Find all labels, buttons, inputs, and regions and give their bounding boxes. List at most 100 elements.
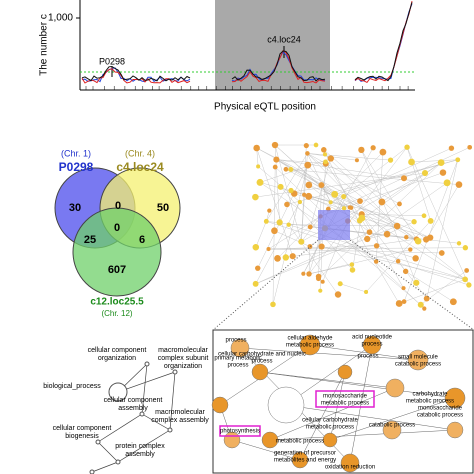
edge xyxy=(381,162,442,203)
region-count: 50 xyxy=(157,202,169,214)
node xyxy=(271,227,278,235)
set-name: c4.loc24 xyxy=(116,160,164,174)
node xyxy=(404,144,410,150)
node xyxy=(387,157,394,163)
node-label: macromolecular xyxy=(155,409,205,416)
go-node xyxy=(172,369,178,375)
term-node xyxy=(261,431,279,449)
term-label: monosaccharide xyxy=(323,394,368,400)
node xyxy=(443,179,451,187)
edge xyxy=(256,147,293,257)
term-label: metabolic process xyxy=(306,425,354,431)
term-label: photosynthesis xyxy=(220,429,260,435)
node xyxy=(438,250,445,256)
node xyxy=(449,298,457,306)
edge xyxy=(276,159,352,208)
node xyxy=(273,156,280,163)
node xyxy=(301,271,306,276)
term-label: process xyxy=(357,354,378,360)
node xyxy=(289,253,296,260)
edge xyxy=(272,167,276,305)
node xyxy=(466,282,472,288)
node-label: protein complex xyxy=(115,443,165,450)
node xyxy=(328,200,333,205)
node xyxy=(366,229,373,235)
node xyxy=(401,286,406,291)
node xyxy=(358,214,366,222)
node xyxy=(341,193,347,200)
edge xyxy=(323,149,427,240)
annotation: P0298 xyxy=(99,56,125,66)
edge xyxy=(329,397,456,441)
node xyxy=(341,206,347,211)
edge xyxy=(308,184,370,233)
node-label: assembly xyxy=(125,451,155,458)
node xyxy=(318,288,323,293)
node xyxy=(252,280,259,287)
term-label: generation of precursor xyxy=(274,451,336,457)
term-label: cellular carbohydrate and nucleic xyxy=(218,352,306,358)
edge xyxy=(399,279,466,304)
edge xyxy=(367,182,448,240)
edge xyxy=(386,221,415,235)
node xyxy=(298,238,305,245)
term-label: acid nucleotide xyxy=(352,335,393,341)
set-chr: (Chr. 1) xyxy=(61,148,91,158)
term-label: primary metabolic xyxy=(214,356,261,362)
term-label: metabolites and energy xyxy=(274,458,336,464)
edge xyxy=(285,169,335,195)
term-node xyxy=(446,421,464,439)
edge xyxy=(324,154,398,227)
node xyxy=(252,243,260,251)
term-node xyxy=(340,453,360,473)
node xyxy=(305,181,313,189)
node xyxy=(282,254,290,261)
node xyxy=(318,182,325,189)
node xyxy=(378,198,386,206)
edge xyxy=(318,162,442,279)
edge xyxy=(349,344,373,464)
edge xyxy=(255,231,370,285)
node xyxy=(395,259,401,264)
node xyxy=(462,276,469,283)
node xyxy=(456,241,462,246)
term-label: catabolic process xyxy=(417,413,463,419)
go-node xyxy=(108,382,128,402)
edge xyxy=(257,165,308,269)
edge xyxy=(290,169,459,185)
node xyxy=(334,291,342,298)
term-label: monosaccharide xyxy=(418,406,463,412)
node xyxy=(274,255,281,262)
edge xyxy=(299,371,346,461)
node xyxy=(349,267,356,273)
go-node xyxy=(89,469,95,474)
node-label: cellular component xyxy=(88,347,147,354)
edge xyxy=(343,147,408,197)
node xyxy=(305,192,313,200)
term-node xyxy=(322,432,338,448)
node xyxy=(288,166,294,173)
edge xyxy=(285,238,417,258)
edge xyxy=(307,153,391,161)
go-tree: cellular componentorganizationmacromolec… xyxy=(43,347,209,474)
node xyxy=(439,169,447,176)
node xyxy=(357,198,363,204)
go-node xyxy=(144,361,150,367)
term-node xyxy=(444,387,466,409)
edge xyxy=(266,153,308,222)
edge xyxy=(304,194,415,222)
term-node xyxy=(337,364,353,380)
node xyxy=(379,148,387,156)
term-node xyxy=(362,335,382,355)
edge xyxy=(274,144,345,209)
edge xyxy=(97,413,143,443)
set-name: P0298 xyxy=(59,160,94,174)
node xyxy=(267,208,272,213)
node xyxy=(307,224,313,230)
edge xyxy=(307,153,466,280)
node xyxy=(373,259,379,264)
node xyxy=(397,201,402,207)
edge xyxy=(285,404,456,431)
node xyxy=(437,159,445,167)
node xyxy=(323,159,328,165)
